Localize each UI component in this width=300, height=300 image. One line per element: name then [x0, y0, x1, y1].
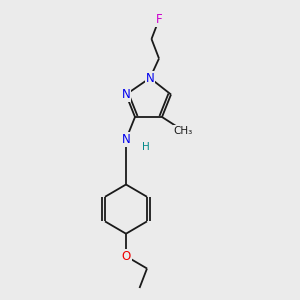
Text: N: N	[146, 71, 154, 85]
Text: N: N	[122, 133, 130, 146]
Text: O: O	[122, 250, 130, 263]
Text: N: N	[122, 88, 130, 101]
Text: H: H	[142, 142, 149, 152]
Text: F: F	[156, 13, 162, 26]
Text: CH₃: CH₃	[173, 125, 193, 136]
